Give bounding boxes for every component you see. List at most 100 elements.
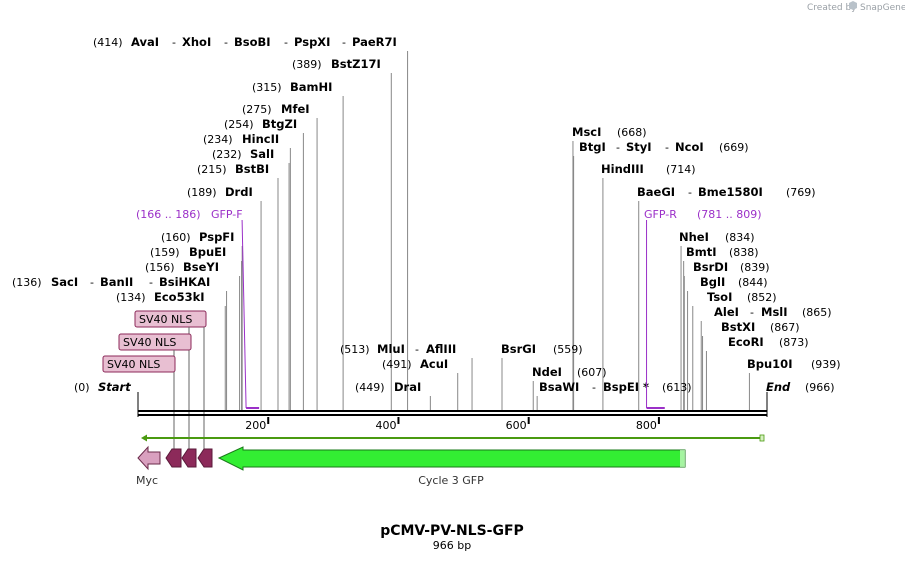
site-pos-232: (232) <box>212 148 242 161</box>
site-pos-160: (160) <box>161 231 191 244</box>
site-separator: - <box>224 36 228 49</box>
site-pos-134: (134) <box>116 291 146 304</box>
site-btgi[interactable]: BtgI <box>579 140 606 154</box>
site-bamhi[interactable]: BamHI <box>290 80 332 94</box>
site-bseyi[interactable]: BseYI <box>183 260 219 274</box>
site-pos-844: (844) <box>738 276 768 289</box>
feature-nls-arrow-3[interactable] <box>197 448 213 468</box>
site-tsoi[interactable]: TsoI <box>707 290 732 304</box>
ruler-tick-label-200: 200 <box>245 419 266 432</box>
orf-end-cap <box>759 434 765 442</box>
site-pos-159: (159) <box>150 246 180 259</box>
site-paer7i[interactable]: PaeR7I <box>352 35 397 49</box>
site-drai[interactable]: DraI <box>394 380 421 394</box>
site-pos-834: (834) <box>725 231 755 244</box>
snapgene-logo-icon <box>849 1 857 10</box>
site-bstz17i[interactable]: BstZ17I <box>331 57 381 71</box>
site-nhei[interactable]: NheI <box>679 230 709 244</box>
site-sali[interactable]: SalI <box>250 147 274 161</box>
site-pos-873: (873) <box>779 336 809 349</box>
site-bpu10i[interactable]: Bpu10I <box>747 357 792 371</box>
feature-cycle3-gfp-label: Cycle 3 GFP <box>418 474 484 487</box>
site-bstbi[interactable]: BstBI <box>235 162 269 176</box>
feature-track: Myc Cycle 3 GFP <box>136 445 686 487</box>
site-mfei[interactable]: MfeI <box>281 102 310 116</box>
site-msci[interactable]: MscI <box>572 125 601 139</box>
site-xhoi[interactable]: XhoI <box>182 35 211 49</box>
feature-cycle3-gfp-arrow[interactable] <box>217 446 686 471</box>
site-ndei[interactable]: NdeI <box>532 365 562 379</box>
site-ncoi[interactable]: NcoI <box>675 140 704 154</box>
ruler-tick-label-400: 400 <box>375 419 396 432</box>
map-length: 966 bp <box>433 539 471 552</box>
site-pos-215: (215) <box>197 163 227 176</box>
site-bpuei[interactable]: BpuEI <box>189 245 226 259</box>
site-bspei[interactable]: BspEI * <box>603 380 649 394</box>
site-separator: - <box>284 36 288 49</box>
site-afliii[interactable]: AflIII <box>426 342 456 356</box>
site-separator: - <box>90 276 94 289</box>
feature-nls-arrow-2[interactable] <box>181 448 197 468</box>
site-bsawi[interactable]: BsaWI <box>539 380 579 394</box>
site-saci[interactable]: SacI <box>51 275 78 289</box>
site-bmti[interactable]: BmtI <box>686 245 717 259</box>
site-mlui[interactable]: MluI <box>377 342 405 356</box>
site-pos-669: (669) <box>719 141 749 154</box>
site-avai[interactable]: AvaI <box>131 35 159 49</box>
site-bme1580i[interactable]: Bme1580I <box>698 185 763 199</box>
feature-nls-arrow-1[interactable] <box>165 448 182 468</box>
site-separator: - <box>342 36 346 49</box>
primer-gfp-r-range: (781 .. 809) <box>697 208 762 221</box>
end-label: End <box>766 380 791 394</box>
credit-created-by: Created by <box>807 3 857 13</box>
site-separator: - <box>750 306 754 319</box>
start-pos: (0) <box>74 381 90 394</box>
site-msli[interactable]: MslI <box>761 305 788 319</box>
site-pos-136: (136) <box>12 276 42 289</box>
site-pos-315: (315) <box>252 81 282 94</box>
nls-label-3[interactable]: SV40 NLS <box>107 358 160 371</box>
site-pos-838: (838) <box>729 246 759 259</box>
feature-myc-arrow[interactable] <box>137 445 161 471</box>
site-eco53ki[interactable]: Eco53kI <box>154 290 205 304</box>
site-pos-613: (613) <box>662 381 692 394</box>
site-bgli[interactable]: BglI <box>700 275 725 289</box>
site-bstxi[interactable]: BstXI <box>721 320 755 334</box>
site-separator: - <box>616 141 620 154</box>
nls-label-box <box>102 355 176 373</box>
site-banii[interactable]: BanII <box>100 275 133 289</box>
site-acui[interactable]: AcuI <box>420 357 448 371</box>
site-hindiii[interactable]: HindIII <box>601 162 644 176</box>
site-pos-234: (234) <box>203 133 233 146</box>
site-pos-852: (852) <box>747 291 777 304</box>
primer-gfp-f-name[interactable]: GFP-F <box>211 208 243 221</box>
site-bsihkai[interactable]: BsiHKAI <box>159 275 210 289</box>
ruler-tick-label-800: 800 <box>636 419 657 432</box>
site-pos-156: (156) <box>145 261 175 274</box>
map-title-block: pCMV-PV-NLS-GFP 966 bp <box>380 523 524 552</box>
site-pspfi[interactable]: PspFI <box>199 230 234 244</box>
site-alei[interactable]: AleI <box>714 305 739 319</box>
primer-marks <box>241 219 665 409</box>
site-drdi[interactable]: DrdI <box>225 185 253 199</box>
site-bsobi[interactable]: BsoBI <box>234 35 271 49</box>
feature-gfp-end-hatch <box>680 450 685 467</box>
site-separator: - <box>592 381 596 394</box>
site-hincii[interactable]: HincII <box>242 132 279 146</box>
site-pos-867: (867) <box>770 321 800 334</box>
site-labels: (414) AvaI - XhoI - BsoBI - PspXI - PaeR… <box>12 35 841 394</box>
site-pspxi[interactable]: PspXI <box>294 35 330 49</box>
site-bsrdi[interactable]: BsrDI <box>693 260 728 274</box>
ruler-ticks: 200 400 600 800 <box>245 417 660 432</box>
site-btgzi[interactable]: BtgZI <box>262 117 297 131</box>
site-ecori[interactable]: EcoRI <box>728 335 764 349</box>
site-pos-275: (275) <box>242 103 272 116</box>
site-baegi[interactable]: BaeGI <box>637 185 675 199</box>
site-bsrgi[interactable]: BsrGI <box>501 342 536 356</box>
site-pos-491: (491) <box>382 358 412 371</box>
nls-label-box <box>134 310 207 328</box>
nls-label-1[interactable]: SV40 NLS <box>139 313 192 326</box>
primer-gfp-r-name[interactable]: GFP-R <box>644 208 677 221</box>
nls-label-2[interactable]: SV40 NLS <box>123 336 176 349</box>
site-styi[interactable]: StyI <box>626 140 652 154</box>
